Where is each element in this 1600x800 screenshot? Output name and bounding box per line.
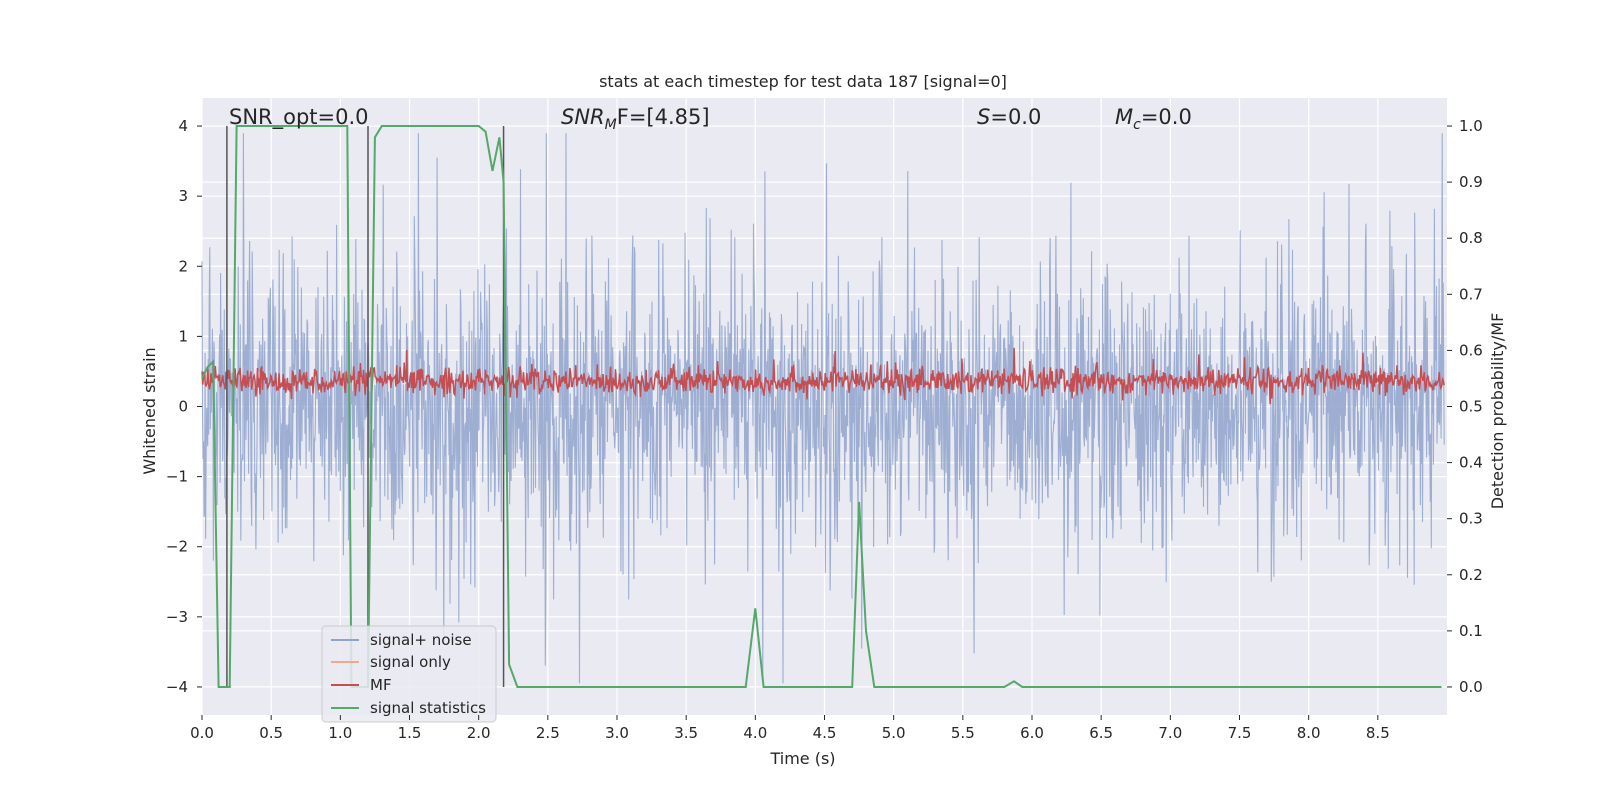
x-tick-label-17: 8.5 (1366, 724, 1390, 742)
x-tick-label-12: 6.0 (1020, 724, 1044, 742)
x-tick-label-9: 4.5 (813, 724, 837, 742)
series-mf-line (201, 347, 1445, 405)
series-signal-noise-line (201, 133, 1445, 684)
annotation-mc-sub: c (1133, 117, 1141, 133)
annotation-snr-mf: SNRMF=[4.85] (561, 105, 710, 133)
legend-label-signal-statistics: signal statistics (370, 699, 486, 717)
x-tick-label-10: 5.0 (882, 724, 906, 742)
y-tick-label-right-10: 1.0 (1459, 117, 1483, 135)
x-tick-label-1: 0.5 (259, 724, 283, 742)
x-tick-label-2: 1.0 (328, 724, 352, 742)
y-tick-label-left-6: 2 (178, 257, 188, 275)
y-tick-label-left-5: 1 (178, 327, 188, 345)
x-tick-label-13: 6.5 (1089, 724, 1113, 742)
annotation-s-rest: =0.0 (990, 105, 1041, 129)
y-tick-label-right-6: 0.6 (1459, 341, 1483, 359)
annotation-snr-opt: SNR_opt=0.0 (229, 105, 369, 130)
plot-area (201, 98, 1447, 715)
x-tick-label-14: 7.0 (1158, 724, 1182, 742)
y-tick-label-left-3: −1 (166, 468, 188, 486)
y-tick-label-right-1: 0.1 (1459, 622, 1483, 640)
annotation-snr-mf-main: SNR (561, 105, 605, 129)
x-tick-label-16: 8.0 (1297, 724, 1321, 742)
x-tick-label-0: 0.0 (190, 724, 214, 742)
y-tick-label-right-9: 0.9 (1459, 173, 1483, 191)
y-tick-label-right-7: 0.7 (1459, 285, 1483, 303)
y-tick-label-left-4: 0 (178, 398, 188, 416)
y-tick-label-right-8: 0.8 (1459, 229, 1483, 247)
x-tick-label-15: 7.5 (1228, 724, 1252, 742)
legend-label-signal-noise: signal+ noise (370, 631, 472, 649)
y-tick-label-right-2: 0.2 (1459, 566, 1483, 584)
x-tick-label-3: 1.5 (398, 724, 422, 742)
annotation-snr-mf-sub: M (605, 117, 617, 133)
y-axis-label-left: Whitened strain (140, 347, 159, 474)
annotation-s: S=0.0 (977, 105, 1041, 129)
y-tick-label-left-2: −2 (166, 538, 188, 556)
y-tick-label-right-0: 0.0 (1459, 678, 1483, 696)
x-tick-label-4: 2.0 (467, 724, 491, 742)
x-tick-label-5: 2.5 (536, 724, 560, 742)
annotation-mc-main: M (1115, 105, 1133, 129)
annotation-mc: Mc=0.0 (1115, 105, 1192, 133)
y-tick-label-left-7: 3 (178, 187, 188, 205)
legend: signal+ noise signal only MF signal stat… (321, 625, 497, 723)
y-tick-label-left-0: −4 (166, 678, 188, 696)
annotation-snr-mf-rest: F=[4.85] (617, 105, 710, 129)
y-tick-label-right-5: 0.5 (1459, 398, 1483, 416)
x-tick-label-11: 5.5 (951, 724, 975, 742)
x-tick-label-7: 3.5 (674, 724, 698, 742)
annotation-mc-rest: =0.0 (1141, 105, 1192, 129)
y-axis-label-right: Detection probability/MF (1488, 313, 1507, 510)
y-tick-label-right-4: 0.4 (1459, 454, 1483, 472)
legend-label-signal-only: signal only (370, 653, 451, 671)
chart-title: stats at each timestep for test data 187… (599, 72, 1007, 91)
y-tick-label-left-1: −3 (166, 608, 188, 626)
x-tick-label-6: 3.0 (605, 724, 629, 742)
y-tick-label-left-8: 4 (178, 117, 188, 135)
legend-label-mf: MF (370, 676, 392, 694)
series-signal-statistics-line (201, 125, 1442, 688)
x-tick-label-8: 4.0 (743, 724, 767, 742)
annotation-s-main: S (977, 105, 990, 129)
x-axis-label: Time (s) (769, 749, 835, 768)
legend-box (321, 625, 497, 723)
y-tick-label-right-3: 0.3 (1459, 510, 1483, 528)
